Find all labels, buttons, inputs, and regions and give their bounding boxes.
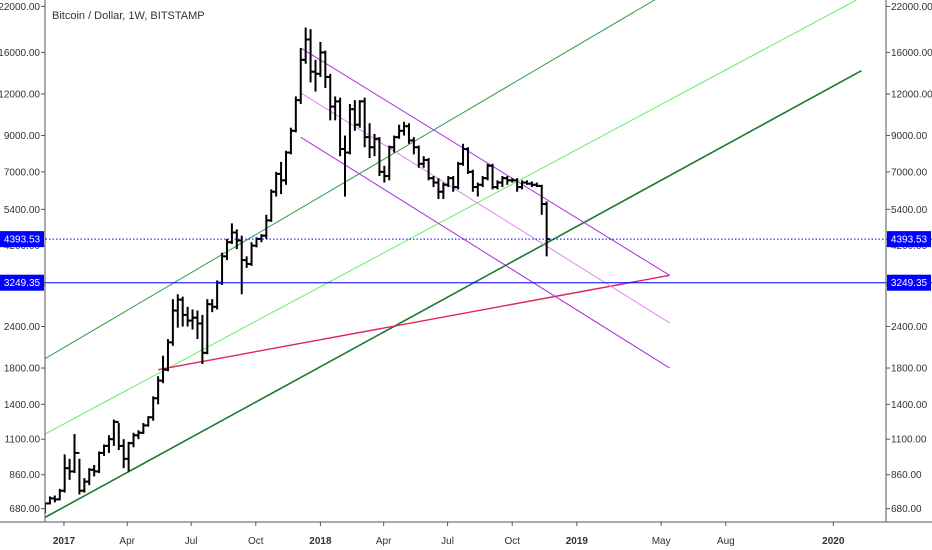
y-tick-label-left: 5400.00 — [4, 205, 41, 216]
chart-title: Bitcoin / Dollar, 1W, BITSTAMP — [52, 10, 205, 22]
y-tick-label-right: 680.00 — [891, 504, 922, 515]
y-tick-label-right: 860.00 — [891, 470, 922, 481]
price-badge-right[interactable]: 3249.35 — [887, 274, 931, 291]
x-tick-label: 2017 — [53, 536, 76, 547]
trend-line-1[interactable] — [45, 0, 857, 435]
x-tick-label: Apr — [376, 536, 392, 547]
y-tick-label-right: 7000.00 — [891, 167, 928, 178]
trend-line-5[interactable] — [300, 92, 670, 324]
price-badge-left[interactable]: 4393.53 — [0, 231, 44, 248]
price-badge-right[interactable]: 4393.53 — [887, 231, 931, 248]
price-badge-label: 3249.35 — [891, 278, 928, 289]
y-tick-label-left: 680.00 — [9, 504, 40, 515]
x-tick-label: Apr — [119, 536, 135, 547]
y-tick-label-right: 16000.00 — [891, 48, 932, 59]
x-tick-label: Oct — [504, 536, 520, 547]
trend-line-0[interactable] — [45, 0, 660, 360]
x-tick-label: 2019 — [566, 536, 589, 547]
y-tick-label-left: 860.00 — [9, 470, 40, 481]
x-tick-label: Jul — [441, 536, 454, 547]
y-tick-label-right: 22000.00 — [891, 2, 932, 13]
x-tick-label: 2018 — [309, 536, 332, 547]
y-tick-label-left: 1400.00 — [4, 400, 41, 411]
x-tick-label: 2020 — [822, 536, 845, 547]
x-tick-label: May — [652, 536, 671, 547]
price-badge-label: 4393.53 — [4, 235, 41, 246]
plot-area[interactable] — [42, 0, 862, 519]
y-tick-label-right: 12000.00 — [891, 89, 932, 100]
price-badge-label: 4393.53 — [891, 235, 928, 246]
trend-line-3[interactable] — [157, 274, 670, 371]
x-tick-label: Aug — [717, 536, 735, 547]
y-tick-label-right: 1100.00 — [891, 435, 927, 446]
trend-line-6[interactable] — [300, 136, 670, 369]
y-tick-label-left: 12000.00 — [0, 89, 40, 100]
trend-line-2[interactable] — [45, 69, 862, 519]
y-tick-label-right: 5400.00 — [891, 205, 928, 216]
x-tick-label: Jul — [185, 536, 198, 547]
y-tick-label-right: 1400.00 — [891, 400, 928, 411]
price-badge-left[interactable]: 3249.35 — [0, 274, 44, 291]
y-tick-label-left: 9000.00 — [4, 131, 41, 142]
y-tick-label-left: 1100.00 — [5, 435, 41, 446]
y-tick-label-left: 16000.00 — [0, 48, 40, 59]
price-badge-label: 3249.35 — [4, 278, 41, 289]
x-tick-label: Oct — [248, 536, 264, 547]
y-tick-label-right: 9000.00 — [891, 131, 928, 142]
trend-line-4[interactable] — [300, 47, 670, 276]
y-tick-label-left: 7000.00 — [4, 167, 41, 178]
y-tick-label-left: 2400.00 — [4, 322, 41, 333]
y-tick-label-left: 1800.00 — [4, 364, 41, 375]
y-tick-label-right: 2400.00 — [891, 322, 928, 333]
y-tick-label-right: 1800.00 — [891, 364, 928, 375]
y-tick-label-left: 22000.00 — [0, 2, 40, 13]
